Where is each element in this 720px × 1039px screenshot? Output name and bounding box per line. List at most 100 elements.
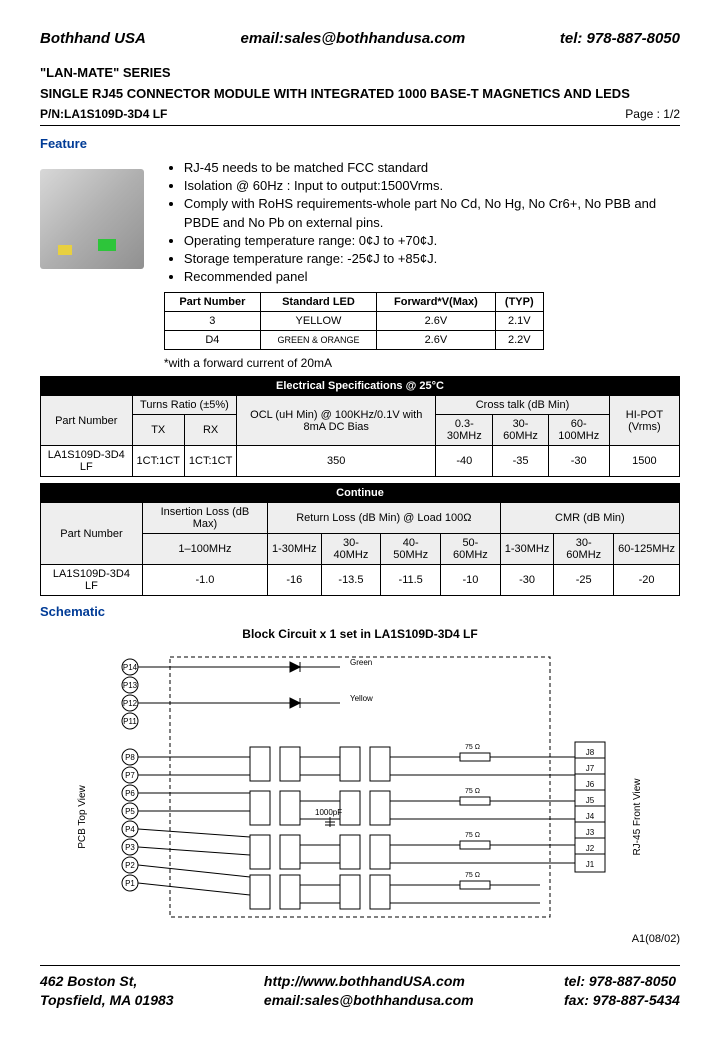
footer-email: email:sales@bothhandusa.com (264, 991, 474, 1009)
td: 1500 (609, 446, 679, 477)
th: RX (184, 415, 236, 446)
th: Standard LED (260, 293, 376, 312)
svg-text:P14: P14 (123, 663, 138, 672)
part-number: P/N:LA1S109D-3D4 LF (40, 107, 167, 121)
footer-addr1: 462 Boston St, (40, 972, 174, 990)
feature-list: RJ-45 needs to be matched FCC standard I… (164, 159, 680, 286)
svg-text:J5: J5 (586, 796, 595, 805)
th: Return Loss (dB Min) @ Load 100Ω (267, 503, 500, 534)
th: TX (132, 415, 184, 446)
feature-block: RJ-45 needs to be matched FCC standard I… (40, 159, 680, 370)
feature-item: Isolation @ 60Hz : Input to output:1500V… (184, 177, 680, 195)
td: 2.6V (377, 331, 496, 350)
svg-text:RJ-45 Front View: RJ-45 Front View (632, 778, 643, 856)
product-title: SINGLE RJ45 CONNECTOR MODULE WITH INTEGR… (40, 86, 680, 101)
th: 30-60MHz (493, 415, 548, 446)
svg-text:P3: P3 (125, 843, 135, 852)
svg-text:P8: P8 (125, 753, 135, 762)
td: 2.2V (495, 331, 543, 350)
footer-fax: fax: 978-887-5434 (564, 991, 680, 1009)
footer-addr2: Topsfield, MA 01983 (40, 991, 174, 1009)
td: 1CT:1CT (184, 446, 236, 477)
td: D4 (164, 331, 260, 350)
svg-text:P6: P6 (125, 789, 135, 798)
feature-item: Comply with RoHS requirements-whole part… (184, 195, 680, 231)
svg-text:P7: P7 (125, 771, 135, 780)
th: 50-60MHz (441, 534, 501, 565)
svg-text:P11: P11 (123, 717, 137, 726)
th: Part Number (164, 293, 260, 312)
th: (TYP) (495, 293, 543, 312)
td: -1.0 (142, 565, 267, 596)
td: -13.5 (321, 565, 381, 596)
company-name: Bothhand USA (40, 30, 146, 47)
feature-item: Storage temperature range: -25¢J to +85¢… (184, 250, 680, 268)
svg-text:J8: J8 (586, 748, 595, 757)
td: -16 (267, 565, 321, 596)
feature-item: Recommended panel (184, 268, 680, 286)
th: 40-50MHz (381, 534, 441, 565)
svg-text:J3: J3 (586, 828, 595, 837)
td: -35 (493, 446, 548, 477)
feature-item: RJ-45 needs to be matched FCC standard (184, 159, 680, 177)
td: LA1S109D-3D4 LF (41, 446, 133, 477)
svg-text:J4: J4 (586, 812, 595, 821)
svg-text:Yellow: Yellow (350, 694, 373, 703)
th: 0.3-30MHz (436, 415, 493, 446)
header-tel: tel: 978-887-8050 (560, 30, 680, 47)
table-title: Electrical Specifications @ 25°C (41, 377, 680, 396)
th: CMR (dB Min) (500, 503, 679, 534)
svg-text:J1: J1 (586, 860, 595, 869)
svg-text:P4: P4 (125, 825, 135, 834)
pn-line: P/N:LA1S109D-3D4 LF Page : 1/2 (40, 107, 680, 121)
feature-heading: Feature (40, 136, 680, 151)
table-title: Continue (41, 484, 680, 503)
th: Cross talk (dB Min) (436, 396, 610, 415)
product-image (40, 169, 144, 269)
td: 1CT:1CT (132, 446, 184, 477)
svg-text:J7: J7 (586, 764, 595, 773)
schematic-heading: Schematic (40, 604, 680, 619)
footer-tel: tel: 978-887-8050 (564, 972, 680, 990)
svg-text:1000pF: 1000pF (315, 808, 342, 817)
td: -11.5 (381, 565, 441, 596)
panel-note: *with a forward current of 20mA (164, 356, 680, 370)
td: GREEN & ORANGE (260, 331, 376, 350)
footer: 462 Boston St, Topsfield, MA 01983 http:… (40, 965, 680, 1008)
svg-text:PCB Top View: PCB Top View (77, 785, 88, 849)
td: -25 (554, 565, 614, 596)
td: 2.6V (377, 312, 496, 331)
svg-text:75 Ω: 75 Ω (465, 872, 480, 879)
th: 1-30MHz (267, 534, 321, 565)
svg-text:P13: P13 (123, 681, 138, 690)
divider (40, 125, 680, 126)
header-top: Bothhand USA email:sales@bothhandusa.com… (40, 30, 680, 47)
td: -20 (614, 565, 680, 596)
version: A1(08/02) (40, 933, 680, 945)
feature-item: Operating temperature range: 0¢J to +70¢… (184, 232, 680, 250)
th: Part Number (41, 396, 133, 446)
th: 60-125MHz (614, 534, 680, 565)
th: 30-60MHz (554, 534, 614, 565)
td: 350 (237, 446, 436, 477)
svg-text:J6: J6 (586, 780, 595, 789)
series-title: "LAN-MATE" SERIES (40, 65, 680, 80)
th: Part Number (41, 503, 143, 565)
svg-text:P12: P12 (123, 699, 138, 708)
th: Turns Ratio (±5%) (132, 396, 237, 415)
svg-text:75 Ω: 75 Ω (465, 832, 480, 839)
th: Insertion Loss (dB Max) (142, 503, 267, 534)
svg-text:75 Ω: 75 Ω (465, 788, 480, 795)
th: OCL (uH Min) @ 100KHz/0.1V with 8mA DC B… (237, 396, 436, 446)
td: -10 (441, 565, 501, 596)
td: LA1S109D-3D4 LF (41, 565, 143, 596)
panel-table: Part Number Standard LED Forward*V(Max) … (164, 292, 544, 350)
schematic-title: Block Circuit x 1 set in LA1S109D-3D4 LF (40, 627, 680, 641)
page-indicator: Page : 1/2 (625, 107, 680, 121)
th: 30-40MHz (321, 534, 381, 565)
td: 2.1V (495, 312, 543, 331)
svg-text:P5: P5 (125, 807, 135, 816)
td: YELLOW (260, 312, 376, 331)
header-email: email:sales@bothhandusa.com (241, 30, 466, 47)
footer-web: http://www.bothhandUSA.com (264, 972, 474, 990)
